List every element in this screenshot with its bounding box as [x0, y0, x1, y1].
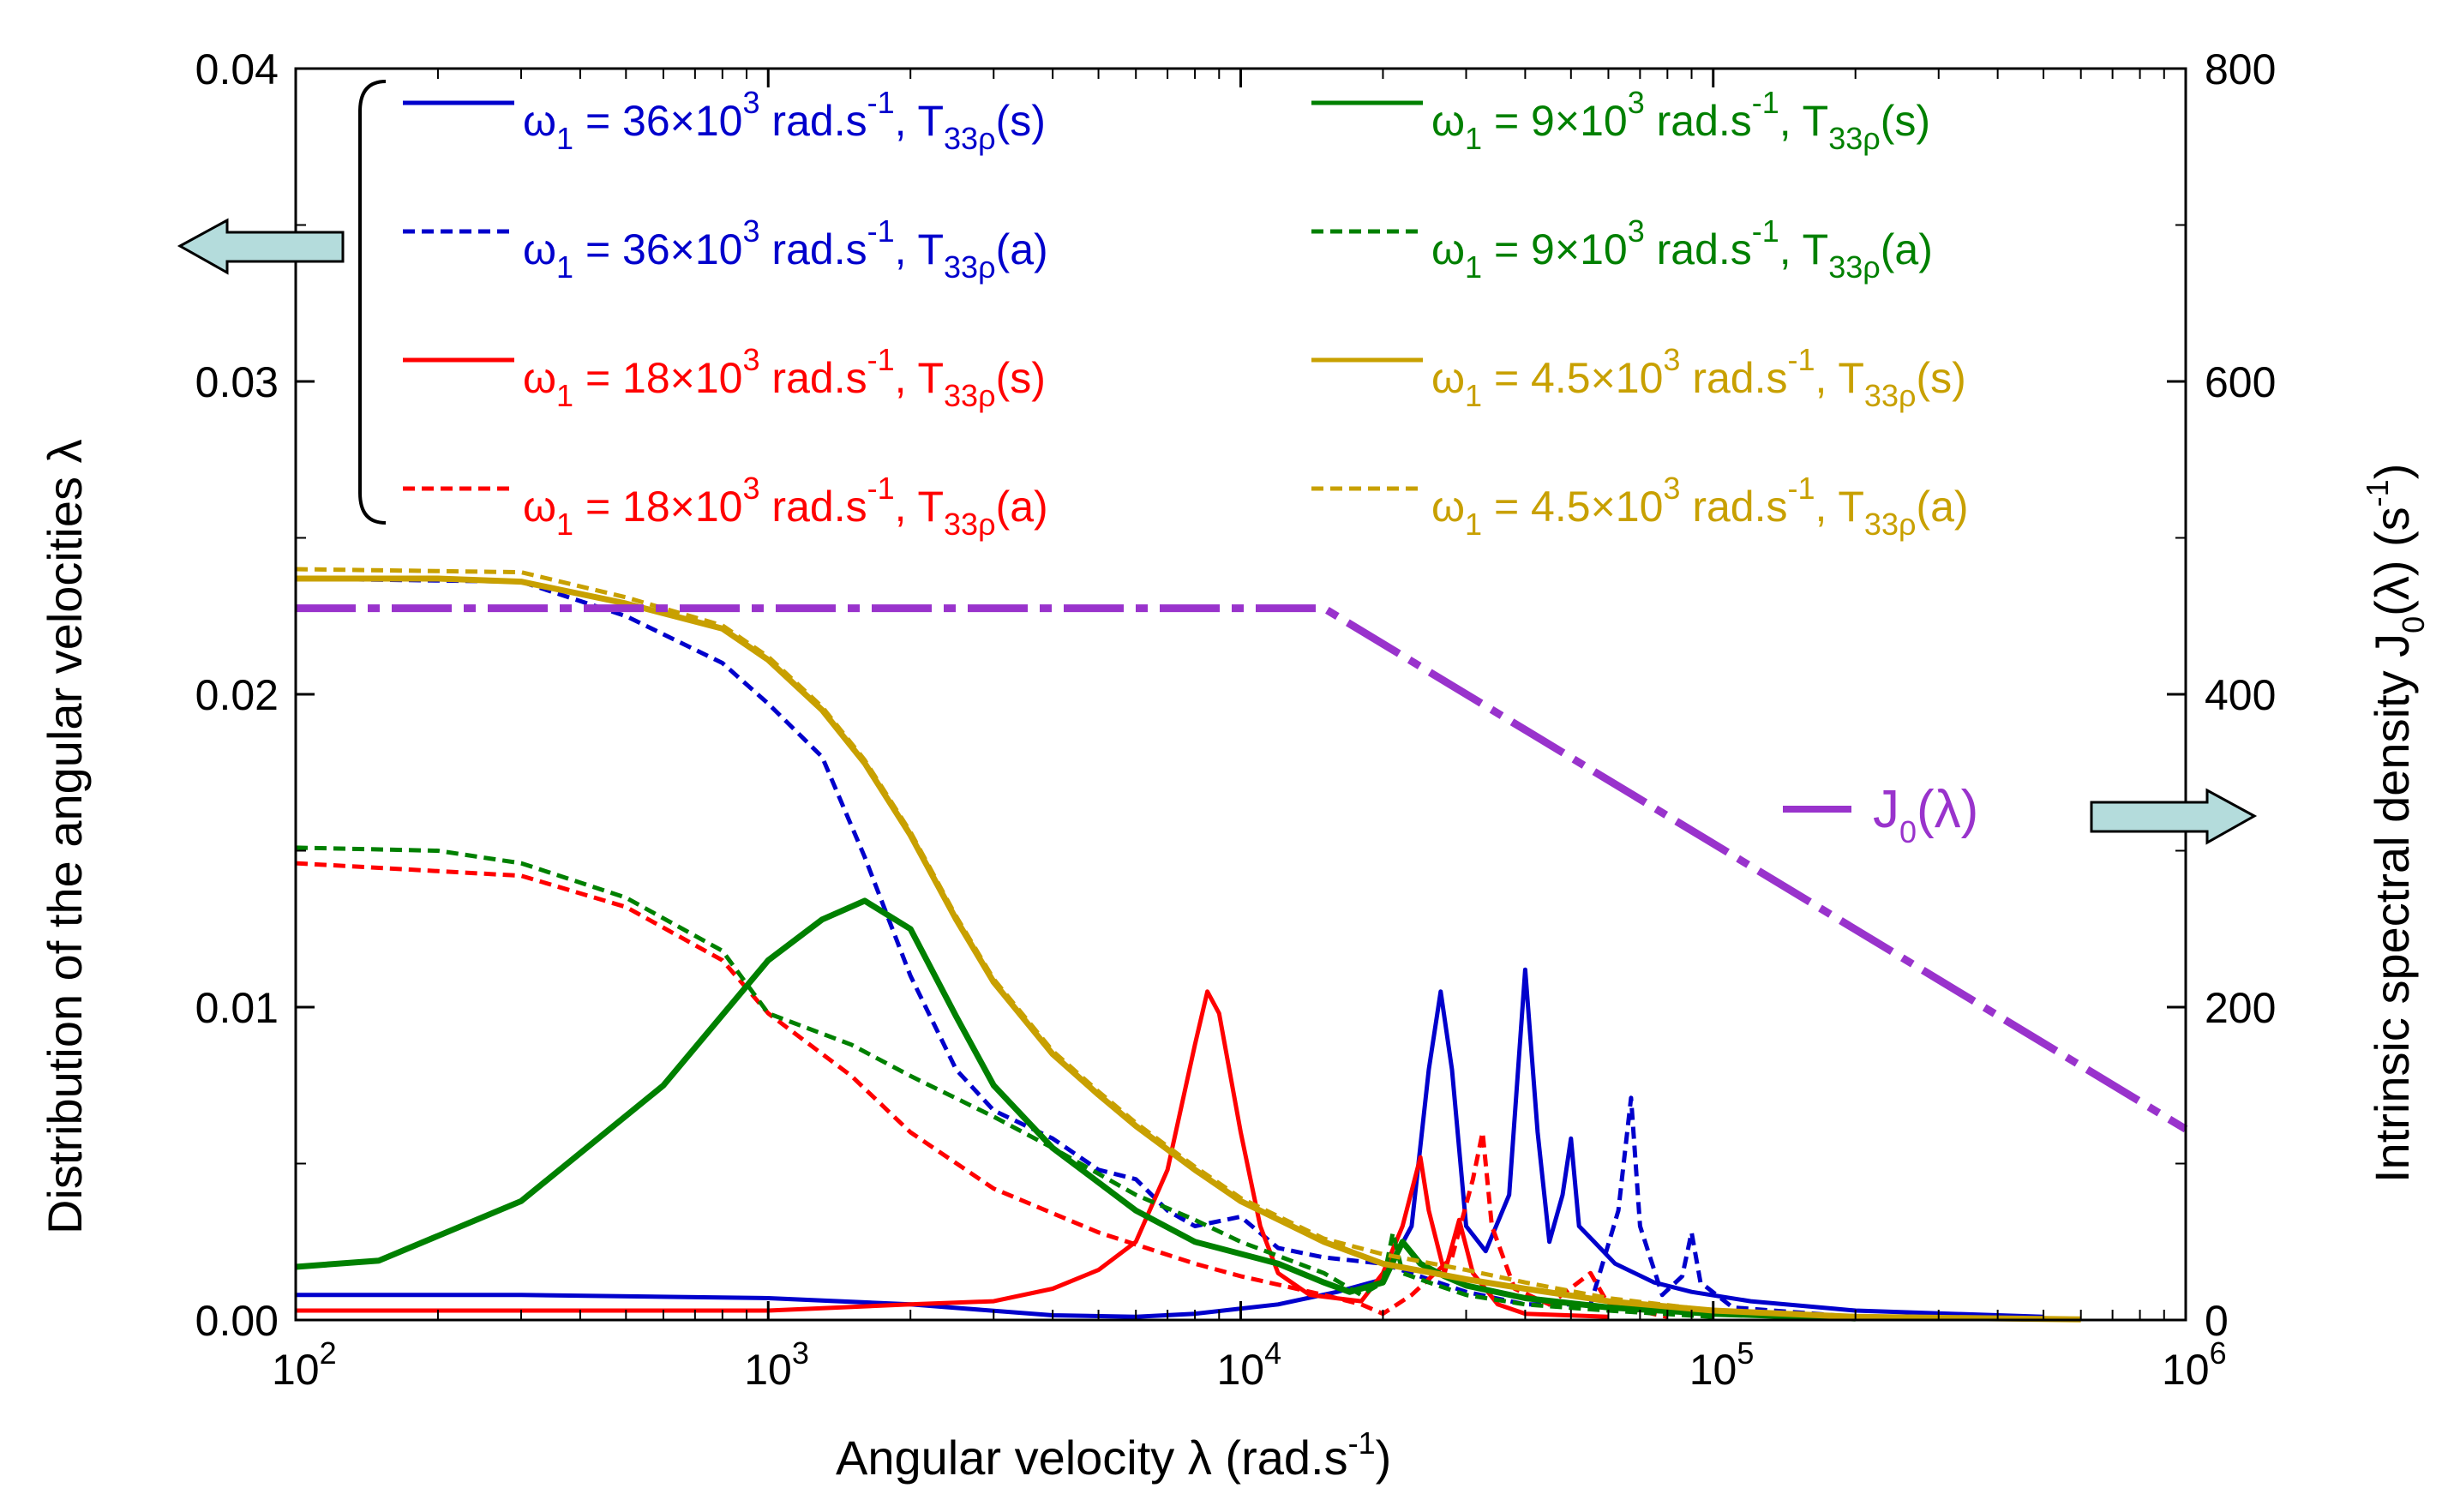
legend-label-omega1-4.5e3-a: ω1 = 4.5×103 rad.s-1, T33ρ(a)	[1431, 471, 1969, 542]
x-tick-label: 105	[1689, 1335, 1755, 1394]
y-left-tick-label: 0.03	[195, 358, 279, 406]
legend-label-omega1-36e3-a: ω1 = 36×103 rad.s-1, T33ρ(a)	[523, 213, 1048, 285]
series-layer	[295, 567, 2188, 1323]
series-line-J0	[296, 604, 2188, 1133]
series-line-omega1-9e3-a	[295, 845, 1713, 1319]
ticks-layer: 102 103 104 105 106 0.00 0.01 0.02 0.03 0.04 0 200 4…	[195, 45, 2277, 1394]
x-tick-label: 106	[2162, 1335, 2227, 1394]
y-right-tick-label: 400	[2205, 671, 2276, 719]
series-line-omega1-4.5e3-s	[296, 575, 2081, 1323]
series-line-omega1-9e3-s	[295, 897, 1856, 1322]
right-axis-arrow	[2090, 788, 2258, 845]
series-line-omega1-4.5e3-a	[295, 567, 2081, 1322]
legend-layer: ω1 = 36×103 rad.s-1, T33ρ(s) ω1 = 36×103 …	[403, 85, 1969, 542]
legend-bracket	[358, 80, 387, 525]
y-right-tick-label: 600	[2205, 358, 2276, 406]
y-left-tick-label: 0.00	[195, 1297, 279, 1345]
y-right-tick-label: 800	[2205, 45, 2276, 93]
x-tick-label: 104	[1217, 1335, 1282, 1394]
legend-label-omega1-18e3-a: ω1 = 18×103 rad.s-1, T33ρ(a)	[523, 471, 1048, 542]
y-right-tick-label: 200	[2205, 984, 2276, 1032]
j0-annotation: J0(λ)	[1873, 780, 1978, 849]
legend-label-omega1-18e3-s: ω1 = 18×103 rad.s-1, T33ρ(s)	[523, 342, 1046, 413]
legend-label-omega1-9e3-a: ω1 = 9×103 rad.s-1, T33ρ(a)	[1431, 213, 1933, 285]
y-axis-label-right: Intrinsic spectral density J0(λ) (s-1)	[2360, 464, 2431, 1183]
y-left-tick-label: 0.02	[195, 671, 279, 719]
series-line-omega1-18e3-s	[296, 989, 1609, 1319]
legend-label-omega1-9e3-s: ω1 = 9×103 rad.s-1, T33ρ(s)	[1431, 85, 1930, 156]
y-axis-label-left: Distribution of the angular velocities λ	[38, 439, 92, 1234]
left-axis-arrow	[177, 218, 345, 275]
legend-label-omega1-36e3-s: ω1 = 36×103 rad.s-1, T33ρ(s)	[523, 85, 1046, 156]
x-tick-label: 102	[272, 1335, 337, 1394]
series-line-omega1-18e3-a	[295, 861, 1668, 1319]
y-left-tick-label: 0.01	[195, 984, 279, 1032]
x-tick-label: 103	[744, 1335, 809, 1394]
x-axis-label: Angular velocity λ (rad.s-1)	[836, 1425, 1391, 1485]
series-line-omega1-36e3-s	[296, 967, 2044, 1319]
y-left-tick-label: 0.04	[195, 45, 279, 93]
y-right-tick-label: 0	[2205, 1297, 2229, 1345]
series-line-omega1-36e3-a	[295, 576, 1998, 1321]
legend-label-omega1-4.5e3-s: ω1 = 4.5×103 rad.s-1, T33ρ(s)	[1431, 342, 1966, 413]
